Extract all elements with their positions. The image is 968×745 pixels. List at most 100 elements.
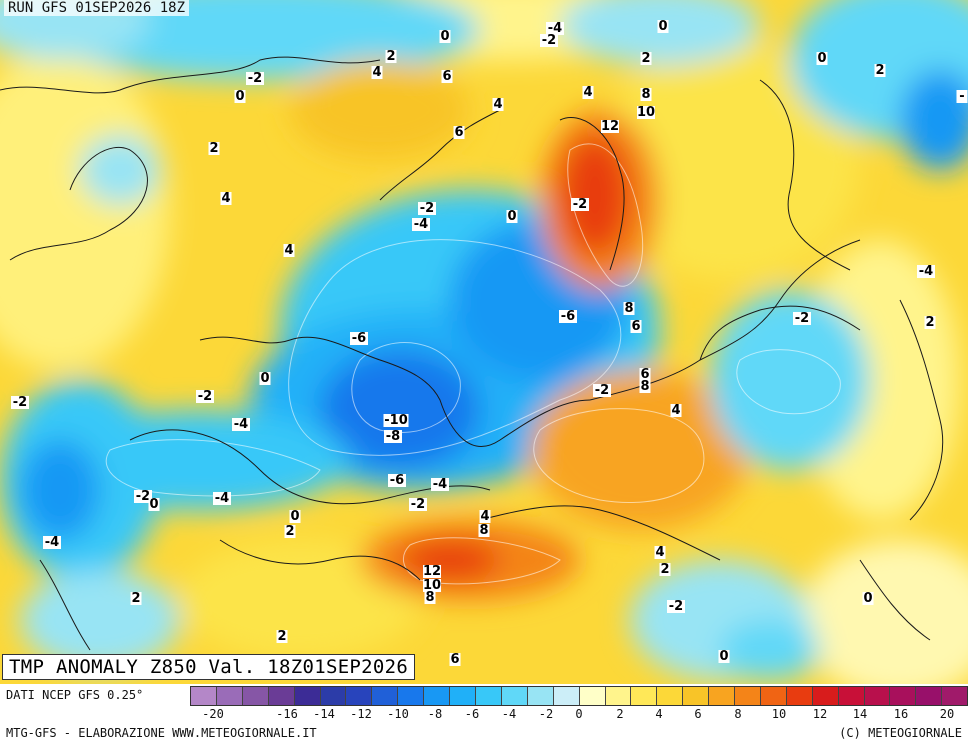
contour-label-bg <box>478 524 490 537</box>
contour-label-bg <box>259 372 271 385</box>
contour-label-bg <box>409 498 427 511</box>
contour-label: 8 <box>640 379 649 394</box>
contour-label: -2 <box>248 71 262 86</box>
contour-label: 4 <box>583 85 592 100</box>
contour-label: 4 <box>221 191 230 206</box>
legend-tick-label: 14 <box>852 707 868 721</box>
contour-label: 2 <box>875 63 884 78</box>
contour-label-bg <box>479 510 491 523</box>
contour-label: 0 <box>658 19 667 34</box>
contour-label-bg <box>383 414 409 427</box>
contour-label: 2 <box>277 629 286 644</box>
legend-swatch <box>216 687 243 705</box>
contour-label: 8 <box>641 87 650 102</box>
legend-tick-label: 20 <box>939 707 955 721</box>
contour-label-bg <box>449 653 461 666</box>
contour-label-bg <box>423 579 441 592</box>
credit-right: (C) METEOGIORNALE <box>839 726 962 740</box>
contour-label: -4 <box>215 491 229 506</box>
contour-label: -4 <box>234 417 248 432</box>
legend-swatch <box>294 687 321 705</box>
contour-label: -2 <box>595 383 609 398</box>
contour-label: 4 <box>480 509 489 524</box>
contour-label-bg <box>441 70 453 83</box>
contour-label-bg <box>246 72 264 85</box>
contour-label: 2 <box>131 591 140 606</box>
data-source: DATI NCEP GFS 0.25° <box>6 688 144 702</box>
contour-label-bg <box>582 86 594 99</box>
contour-label: 6 <box>631 319 640 334</box>
contour-label: 6 <box>640 367 649 382</box>
contour-label: 0 <box>260 371 269 386</box>
legend-swatch <box>709 687 736 705</box>
legend-tick-label: -6 <box>464 707 480 721</box>
legend-tick-label: 12 <box>812 707 828 721</box>
legend-tick-label: -16 <box>276 707 298 721</box>
contour-label-bg <box>11 396 29 409</box>
contour-label-bg <box>924 316 936 329</box>
contour-label: 2 <box>209 141 218 156</box>
contour-label: -4 <box>919 264 933 279</box>
legend-tick-label: -14 <box>313 707 335 721</box>
color-legend <box>190 686 968 706</box>
contour-label-bg <box>659 563 671 576</box>
contour-label-bg <box>412 218 430 231</box>
contour-label-bg <box>418 202 436 215</box>
contour-label: 8 <box>624 301 633 316</box>
legend-swatch <box>553 687 580 705</box>
contour-label: 0 <box>817 51 826 66</box>
contour-label-bg <box>371 66 383 79</box>
contour-label-bg <box>623 302 635 315</box>
contour-label: 6 <box>454 125 463 140</box>
contour-label: 0 <box>290 509 299 524</box>
contour-label-bg <box>630 320 642 333</box>
contour-label: 6 <box>450 652 459 667</box>
legend-swatch <box>579 687 606 705</box>
contour-label: 8 <box>425 590 434 605</box>
contour-label: 4 <box>372 65 381 80</box>
footer: DATI NCEP GFS 0.25° -20 -16 -14 -12 -10 -8 -6-… <box>0 684 968 745</box>
anomaly-field <box>0 0 968 684</box>
contour-label-bg <box>639 368 651 381</box>
run-label: RUN GFS 01SEP2026 18Z <box>4 0 190 16</box>
contour-label-bg <box>657 20 669 33</box>
contour-label-bg <box>43 536 61 549</box>
legend-swatch <box>191 687 217 705</box>
legend-tick-label: 16 <box>893 707 909 721</box>
contour-label: -2 <box>13 395 27 410</box>
coastlines <box>0 56 944 651</box>
contour-label-bg <box>670 404 682 417</box>
contour-label: 2 <box>386 49 395 64</box>
legend-swatch <box>942 687 968 705</box>
contour-label: -2 <box>573 197 587 212</box>
contour-label: -6 <box>390 473 404 488</box>
contour-label: -10 <box>384 413 408 428</box>
contour-label-bg <box>289 510 301 523</box>
contour-label-bg <box>439 30 451 43</box>
credit-left: MTG-GFS - ELABORAZIONE WWW.METEOGIORNALE… <box>6 726 317 740</box>
legend-swatch <box>527 687 554 705</box>
contour-label-bg <box>196 390 214 403</box>
contour-label: -4 <box>45 535 59 550</box>
contour-label: 8 <box>479 523 488 538</box>
contour-label-bg <box>213 492 231 505</box>
contour-label-bg <box>718 650 730 663</box>
legend-tick-label: 10 <box>771 707 787 721</box>
legend-swatch <box>812 687 839 705</box>
legend-swatch <box>890 687 917 705</box>
contour-label-bg <box>283 244 295 257</box>
contour-label-bg <box>639 380 651 393</box>
contour-label: 2 <box>641 51 650 66</box>
legend-swatch <box>605 687 632 705</box>
contour-label-bg <box>546 22 564 35</box>
contour-label-bg <box>423 565 441 578</box>
contour-label-bg <box>208 142 220 155</box>
contour-label: 10 <box>423 578 441 593</box>
contour-label: -8 <box>386 429 400 444</box>
contour-label: 2 <box>925 315 934 330</box>
contour-label: 4 <box>671 403 680 418</box>
contour-label: -2 <box>795 311 809 326</box>
contour-label-bg <box>385 50 397 63</box>
contour-label: 4 <box>284 243 293 258</box>
